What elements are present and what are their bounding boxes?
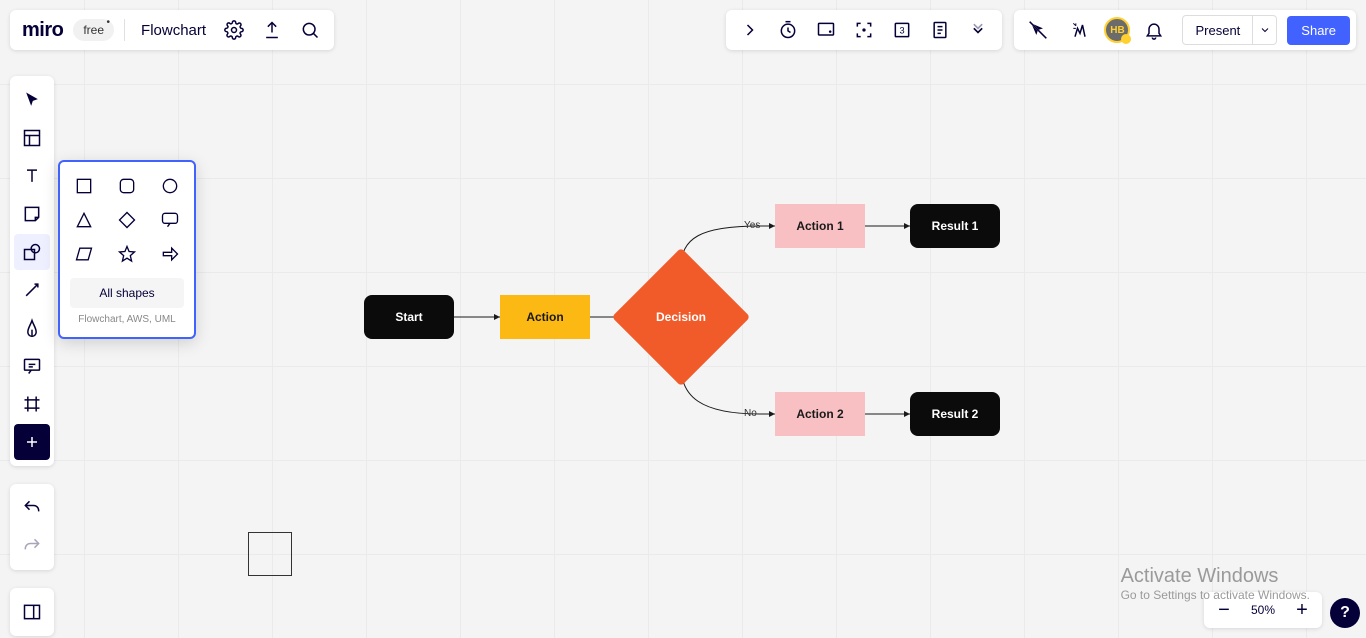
select-tool[interactable]: [14, 82, 50, 118]
settings-icon[interactable]: [218, 14, 250, 46]
present-button[interactable]: Present: [1183, 16, 1252, 44]
all-shapes-button[interactable]: All shapes: [70, 278, 184, 308]
divider: [124, 19, 125, 41]
flow-node-result1[interactable]: Result 1: [910, 204, 1000, 248]
panel-toggle-toolbar: [10, 588, 54, 636]
pen-tool[interactable]: [14, 310, 50, 346]
shape-rounded-square-icon[interactable]: [113, 176, 142, 196]
flow-node-action[interactable]: Action: [500, 295, 590, 339]
text-tool[interactable]: [14, 158, 50, 194]
flow-node-result2[interactable]: Result 2: [910, 392, 1000, 436]
top-center-toolbar: 3: [726, 10, 1002, 50]
shape-arrow-icon[interactable]: [155, 244, 184, 264]
top-right-toolbar: HB Present Share: [1014, 10, 1356, 50]
connector-tool[interactable]: [14, 272, 50, 308]
voting-icon[interactable]: 3: [884, 12, 920, 48]
focus-icon[interactable]: [846, 12, 882, 48]
shape-square-icon[interactable]: [70, 176, 99, 196]
undo-redo-toolbar: [10, 484, 54, 570]
watermark-line2: Go to Settings to activate Windows.: [1121, 588, 1310, 602]
avatar-status-badge: [1121, 34, 1131, 44]
notifications-icon[interactable]: [1136, 12, 1172, 48]
collapse-icon[interactable]: [732, 12, 768, 48]
flow-node-action2[interactable]: Action 2: [775, 392, 865, 436]
avatar[interactable]: HB: [1104, 17, 1130, 43]
shapes-popup-subtitle: Flowchart, AWS, UML: [70, 314, 184, 325]
shape-triangle-icon[interactable]: [70, 210, 99, 230]
edge-label-yes: Yes: [744, 220, 760, 231]
present-dropdown-icon[interactable]: [1252, 16, 1276, 44]
watermark-line1: Activate Windows: [1121, 565, 1310, 588]
hide-collab-cursor-icon[interactable]: [1020, 12, 1056, 48]
drawn-shape-rect[interactable]: [248, 532, 292, 576]
shape-diamond-icon[interactable]: [113, 210, 142, 230]
sticky-note-tool[interactable]: [14, 196, 50, 232]
presentation-icon[interactable]: [808, 12, 844, 48]
shape-speech-bubble-icon[interactable]: [155, 210, 184, 230]
timer-icon[interactable]: [770, 12, 806, 48]
header-bar: miro free Flowchart: [10, 10, 334, 50]
flow-node-start[interactable]: Start: [364, 295, 454, 339]
export-icon[interactable]: [256, 14, 288, 46]
notes-icon[interactable]: [922, 12, 958, 48]
shape-star-icon[interactable]: [113, 244, 142, 264]
redo-button[interactable]: [14, 528, 50, 564]
help-button[interactable]: ?: [1330, 598, 1360, 628]
svg-text:3: 3: [899, 25, 904, 35]
os-watermark: Activate Windows Go to Settings to activ…: [1121, 565, 1310, 602]
left-toolbar: [10, 76, 54, 466]
panel-toggle-icon[interactable]: [14, 594, 50, 630]
shapes-tool[interactable]: [14, 234, 50, 270]
templates-tool[interactable]: [14, 120, 50, 156]
share-button[interactable]: Share: [1287, 16, 1350, 45]
frame-tool[interactable]: [14, 386, 50, 422]
reactions-icon[interactable]: [1062, 12, 1098, 48]
logo[interactable]: miro: [18, 19, 67, 42]
search-icon[interactable]: [294, 14, 326, 46]
more-tools-button[interactable]: [14, 424, 50, 460]
more-apps-icon[interactable]: [960, 12, 996, 48]
edge-label-no: No: [744, 408, 757, 419]
undo-button[interactable]: [14, 490, 50, 526]
comment-tool[interactable]: [14, 348, 50, 384]
flow-node-decision[interactable]: Decision: [632, 268, 730, 366]
present-button-group: Present: [1182, 15, 1277, 45]
plan-badge[interactable]: free: [73, 19, 114, 41]
shapes-popup: All shapes Flowchart, AWS, UML: [58, 160, 196, 339]
zoom-percent[interactable]: 50%: [1246, 603, 1280, 617]
flow-node-action1[interactable]: Action 1: [775, 204, 865, 248]
shape-circle-icon[interactable]: [155, 176, 184, 196]
shape-parallelogram-icon[interactable]: [70, 244, 99, 264]
board-name[interactable]: Flowchart: [135, 22, 212, 39]
